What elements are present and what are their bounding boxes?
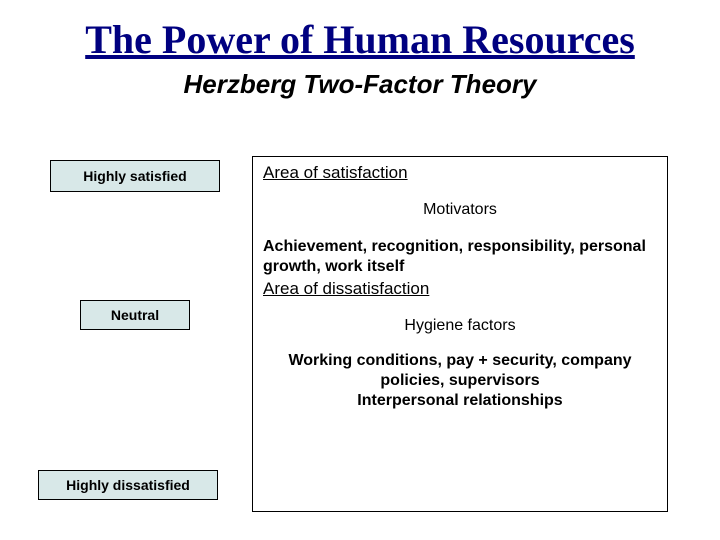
hygiene-factors-label: Hygiene factors (263, 317, 657, 335)
hygiene-line1: Working conditions, pay + security, comp… (271, 351, 649, 391)
label-neutral: Neutral (80, 300, 190, 330)
area-of-dissatisfaction-heading: Area of dissatisfaction (263, 279, 657, 299)
slide-subtitle: Herzberg Two-Factor Theory (0, 69, 720, 100)
hygiene-line2: Interpersonal relationships (271, 391, 649, 411)
theory-content-box: Area of satisfaction Motivators Achievem… (252, 156, 668, 512)
label-highly-dissatisfied: Highly dissatisfied (38, 470, 218, 500)
label-highly-satisfied: Highly satisfied (50, 160, 220, 192)
area-of-satisfaction-heading: Area of satisfaction (263, 163, 657, 183)
hygiene-factors-list: Working conditions, pay + security, comp… (263, 351, 657, 411)
motivators-list: Achievement, recognition, responsibility… (263, 237, 657, 277)
motivators-label: Motivators (263, 201, 657, 219)
slide-title: The Power of Human Resources (0, 0, 720, 63)
